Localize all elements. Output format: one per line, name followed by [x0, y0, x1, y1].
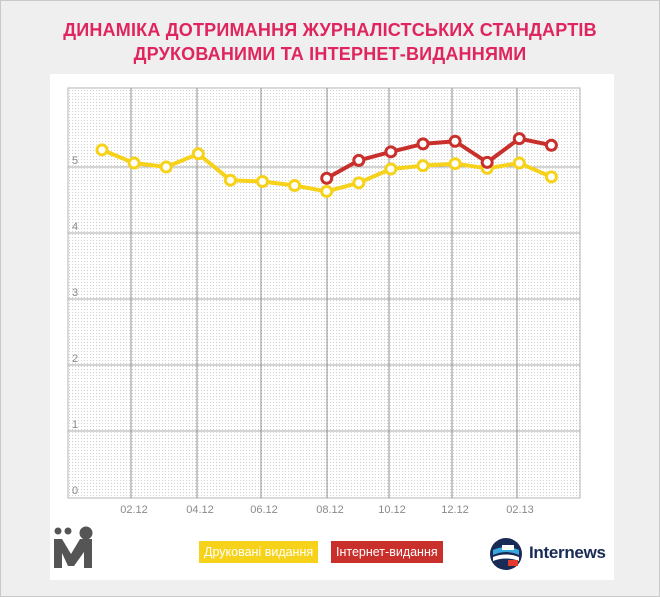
legend-internet-media: Інтернет-видання — [331, 541, 443, 563]
x-tick-label: 04.12 — [186, 504, 214, 516]
data-point-internet — [320, 171, 334, 185]
internews-logo-text: Internews — [529, 543, 606, 562]
data-point-print — [288, 178, 302, 192]
chart-title: ДИНАМІКА ДОТРИМАННЯ ЖУРНАЛІСТСЬКИХ СТАНД… — [0, 18, 660, 66]
y-tick-label: 5 — [72, 155, 78, 167]
chart-title-line-2: ДРУКОВАНИМИ ТА ІНТЕРНЕТ-ВИДАННЯМИ — [133, 44, 527, 64]
chart-title-line-1: ДИНАМІКА ДОТРИМАННЯ ЖУРНАЛІСТСЬКИХ СТАНД… — [63, 20, 597, 40]
y-tick-label: 2 — [72, 353, 78, 365]
grid-lines — [68, 88, 580, 498]
im-logo-icon — [54, 526, 93, 568]
data-point-internet — [448, 134, 462, 148]
data-point-print — [127, 156, 141, 170]
data-point-print — [384, 162, 398, 176]
y-tick-label: 0 — [72, 485, 78, 497]
data-point-internet — [544, 138, 558, 152]
data-point-print — [159, 160, 173, 174]
y-tick-label: 3 — [72, 287, 78, 299]
legend-print-media: Друковані видання — [199, 541, 319, 563]
internews-logo-icon — [490, 538, 522, 570]
x-tick-label: 06.12 — [250, 504, 278, 516]
data-point-print — [320, 184, 334, 198]
data-point-print — [544, 170, 558, 184]
x-tick-label: 08.12 — [316, 504, 344, 516]
data-series — [95, 132, 558, 198]
data-point-internet — [512, 132, 526, 146]
data-point-internet — [352, 153, 366, 167]
y-tick-label: 1 — [72, 419, 78, 431]
x-tick-label: 02.13 — [506, 504, 534, 516]
data-point-print — [448, 157, 462, 171]
y-tick-label: 4 — [72, 221, 78, 233]
data-point-print — [352, 176, 366, 190]
data-point-internet — [416, 137, 430, 151]
data-point-print — [512, 156, 526, 170]
data-point-internet — [480, 155, 494, 169]
x-tick-label: 12.12 — [441, 504, 469, 516]
data-point-print — [416, 159, 430, 173]
x-tick-label: 02.12 — [120, 504, 148, 516]
x-tick-label: 10.12 — [378, 504, 406, 516]
data-point-print — [191, 147, 205, 161]
y-axis-tick-labels: 0 1 2 3 4 5 — [72, 155, 78, 497]
data-point-print — [95, 143, 109, 157]
data-point-internet — [384, 145, 398, 159]
x-axis-tick-labels: 02.12 04.12 06.12 08.12 10.12 12.12 02.13 — [120, 504, 534, 516]
data-point-print — [256, 175, 269, 189]
data-point-print — [223, 173, 237, 187]
